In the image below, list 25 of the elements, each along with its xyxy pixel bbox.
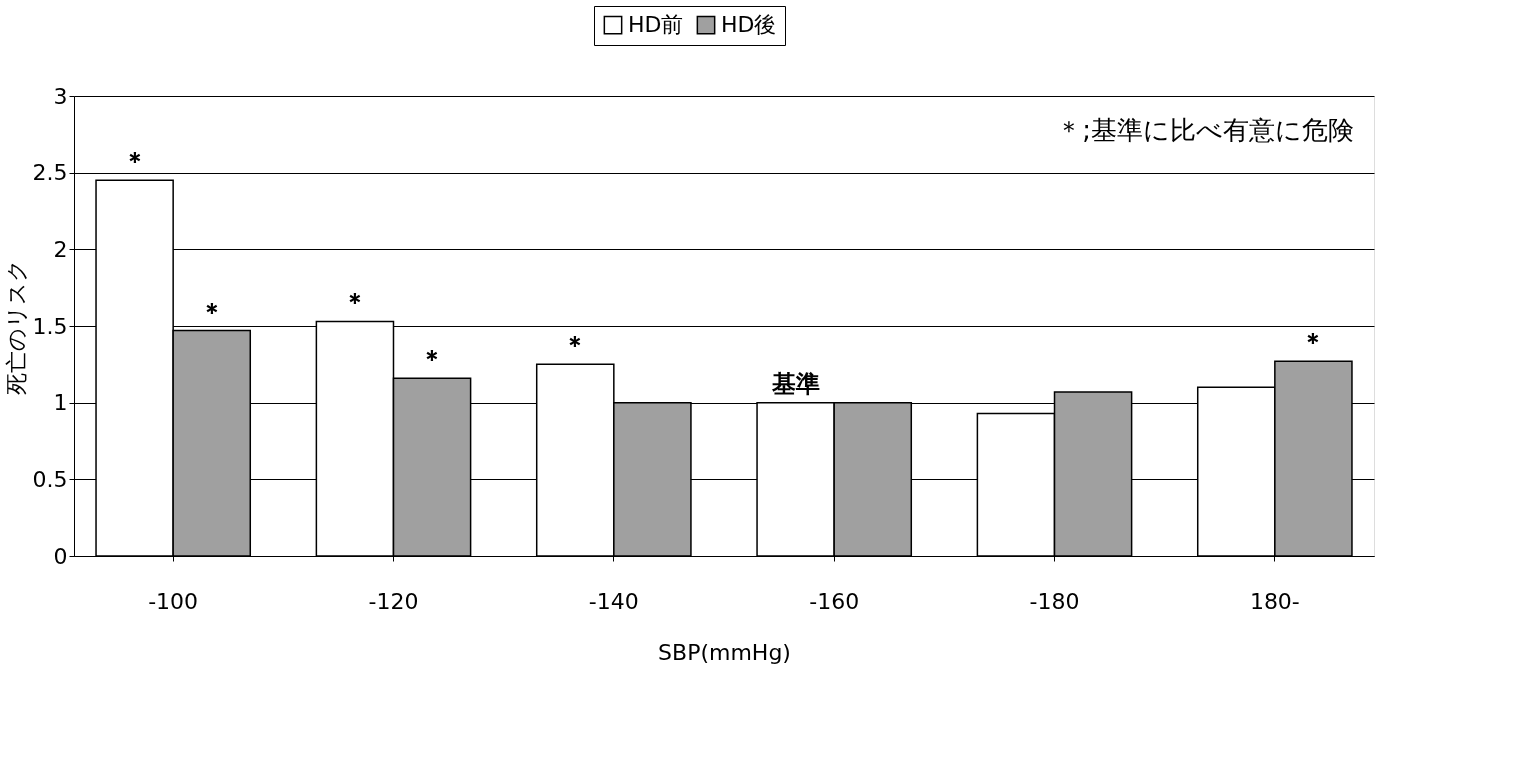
legend-label: HD前 — [628, 12, 684, 38]
x-tick-label: -180 — [1029, 588, 1080, 614]
y-tick-label: 0 — [53, 543, 68, 569]
annotation: ＊ — [1301, 328, 1326, 357]
annotation: ＊ — [122, 147, 147, 176]
x-tick-label: 180- — [1249, 588, 1300, 614]
annotation: ＊ — [563, 331, 588, 360]
y-tick-label: 1 — [53, 390, 68, 416]
annotation: 基準 — [770, 369, 820, 398]
legend-label: HD後 — [721, 12, 777, 38]
y-axis-title: 死亡のリスク — [3, 258, 29, 395]
y-tick-label: 3 — [53, 83, 68, 109]
x-tick-label: -160 — [809, 588, 860, 614]
x-tick-label: -140 — [588, 588, 639, 614]
x-tick-label: -100 — [148, 588, 199, 614]
y-tick-label: 2.5 — [32, 160, 68, 186]
y-tick-label: 0.5 — [32, 466, 68, 492]
y-tick-label: 2 — [53, 236, 68, 262]
annotation: ＊ — [420, 345, 445, 374]
x-tick-label: -120 — [368, 588, 419, 614]
annotation: ＊ — [199, 297, 224, 326]
annotation: ＊ — [342, 288, 367, 317]
x-axis-title: SBP(mmHg) — [658, 639, 791, 665]
annotation: ＊;基準に比べ有意に危険 — [1056, 115, 1354, 145]
y-tick-label: 1.5 — [32, 313, 68, 339]
